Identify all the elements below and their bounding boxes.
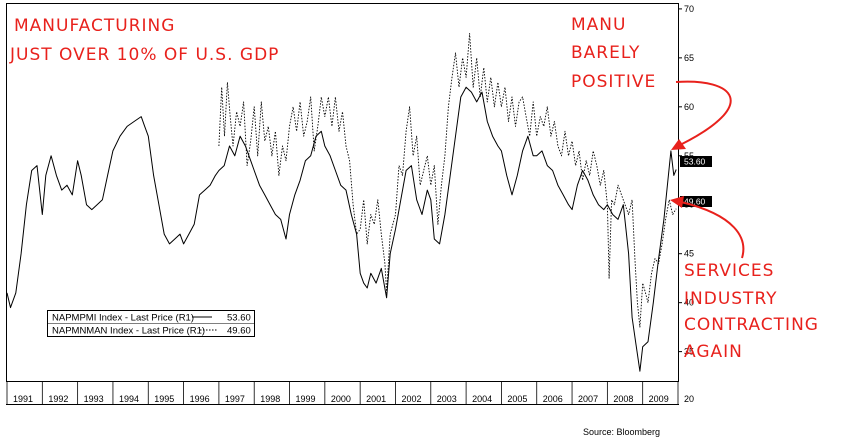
x-tick-label: 1998 <box>260 394 280 404</box>
last-price-manufacturing: 53.60 <box>684 157 706 167</box>
series-line-non-manufacturing <box>218 32 677 328</box>
x-tick-label: 2008 <box>613 394 633 404</box>
x-tick-label: 2007 <box>578 394 598 404</box>
x-tick-label: 1999 <box>296 394 316 404</box>
legend-series1-label: NAPMPMI Index - Last Price (R1) <box>52 313 194 324</box>
y-tick-label: 65 <box>684 53 694 63</box>
title-line-2: JUST OVER 10% OF U.S. GDP <box>9 45 279 65</box>
legend-series2-value: 49.60 <box>227 326 251 337</box>
arrow-services <box>670 196 745 259</box>
services-line-3: CONTRACTING <box>684 315 819 335</box>
y-tick-label: 55 <box>684 151 694 161</box>
x-axis: 1991 1992 1993 1994 1995 1996 1997 1998 1999 2000… <box>6 381 694 404</box>
plot-frame <box>6 3 679 382</box>
legend: NAPMPMI Index - Last Price (R1) 53.60 NA… <box>47 310 255 337</box>
x-tick-label: 2001 <box>366 394 386 404</box>
y-axis: 3540455055606570 <box>678 4 694 357</box>
x-tick-label: 2003 <box>437 394 457 404</box>
x-tick-label: 2004 <box>472 394 492 404</box>
last-price-tag-non-manufacturing: 49.60 <box>680 196 712 207</box>
x-tick-label: 1993 <box>84 394 104 404</box>
manu-line-1: MANU <box>571 15 626 35</box>
x-tick-label: 1995 <box>154 394 174 404</box>
manu-line-2: BARELY <box>571 43 640 63</box>
y-tick-label: 40 <box>684 298 694 308</box>
last-price-tag-manufacturing: 53.60 <box>680 156 712 167</box>
series-layer <box>6 32 677 372</box>
y-tick-label: 45 <box>684 249 694 259</box>
x-tick-label: 2000 <box>331 394 351 404</box>
y-tick-label: 35 <box>684 347 694 357</box>
x-tick-label: 1994 <box>119 394 139 404</box>
x-tick-label: 1997 <box>225 394 245 404</box>
legend-series2-label: NAPMNMAN Index - Last Price (R1) <box>52 326 205 337</box>
legend-series1-value: 53.60 <box>227 313 251 324</box>
services-line-2: INDUSTRY <box>684 289 778 309</box>
x-tick-label: 1992 <box>48 394 68 404</box>
last-price-non-manufacturing: 49.60 <box>684 197 706 207</box>
x-tick-label: 2006 <box>543 394 563 404</box>
source-label: Source: Bloomberg <box>583 427 660 437</box>
x-tick-label: 2002 <box>401 394 421 404</box>
x-tick-label: 2009 <box>649 394 669 404</box>
title-line-1: MANUFACTURING <box>14 16 175 36</box>
x-tick-label: 2005 <box>507 394 527 404</box>
x-tick-label: 1996 <box>190 394 210 404</box>
manu-line-3: POSITIVE <box>571 72 656 92</box>
services-line-1: SERVICES <box>684 261 774 281</box>
y-tick-label: 70 <box>684 4 694 14</box>
services-line-4: AGAIN <box>684 342 743 362</box>
y-tick-label: 60 <box>684 102 694 112</box>
series-line-manufacturing <box>6 86 677 372</box>
arrow-manu <box>671 80 732 150</box>
x-tick-label: 1991 <box>13 394 33 404</box>
x-tick-label: 20 <box>684 394 694 404</box>
